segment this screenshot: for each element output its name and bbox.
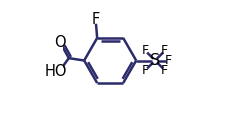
Text: F: F bbox=[165, 54, 172, 67]
Text: F: F bbox=[142, 64, 149, 77]
Text: F: F bbox=[161, 44, 168, 57]
Text: F: F bbox=[142, 44, 149, 57]
Text: F: F bbox=[161, 64, 168, 77]
Text: S: S bbox=[150, 53, 160, 68]
Text: F: F bbox=[92, 12, 100, 27]
Text: O: O bbox=[54, 35, 66, 50]
Text: HO: HO bbox=[45, 64, 67, 79]
